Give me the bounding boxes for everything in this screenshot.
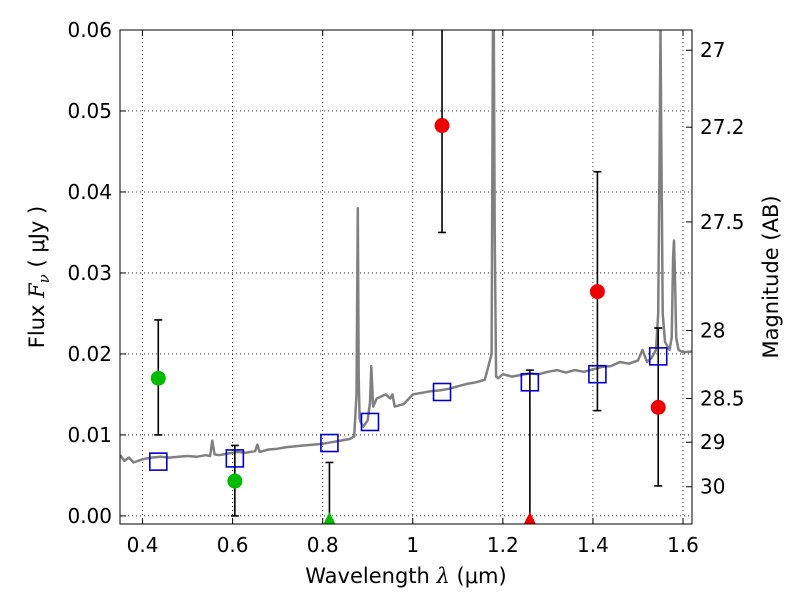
model-flux-square bbox=[148, 452, 168, 471]
y-axis-label: Flux Fν ( μJy ) bbox=[25, 206, 53, 348]
model-flux-square bbox=[588, 364, 607, 384]
x-tick-label: 1 bbox=[406, 533, 419, 557]
y2-tick-label: 28 bbox=[700, 318, 725, 342]
model-flux-square bbox=[432, 382, 452, 402]
y2-tick-label: 29 bbox=[700, 430, 725, 454]
y-tick-label: 0.03 bbox=[67, 261, 112, 285]
y2-tick-label: 27.5 bbox=[700, 210, 745, 234]
y-tick-label: 0.04 bbox=[67, 180, 112, 204]
y2-axis-label: Magnitude (AB) bbox=[759, 195, 783, 358]
x-tick-label: 0.8 bbox=[307, 533, 339, 557]
green-upper-limit-marker bbox=[323, 511, 336, 524]
y-tick-label: 0.02 bbox=[67, 342, 112, 366]
model-flux-square bbox=[225, 449, 245, 468]
x-tick-label: 1.2 bbox=[487, 533, 519, 557]
y-tick-label: 0.01 bbox=[67, 423, 112, 447]
red-data-point bbox=[434, 118, 450, 134]
green-data-point bbox=[227, 473, 243, 489]
x-axis-ticks: 0.4 0.6 0.8 1 1.2 1.4 1.6 bbox=[127, 30, 699, 557]
y2-tick-label: 27 bbox=[700, 38, 725, 62]
y-tick-label: 0.05 bbox=[67, 99, 112, 123]
plot-frame bbox=[119, 29, 693, 525]
y2-tick-label: 30 bbox=[700, 475, 725, 499]
x-tick-label: 0.4 bbox=[127, 533, 159, 557]
model-flux-square bbox=[648, 347, 668, 366]
model-flux-square bbox=[320, 433, 339, 453]
y-axis-ticks: 0.00 0.01 0.02 0.03 0.04 0.05 0.06 bbox=[67, 18, 126, 528]
green-data-point bbox=[150, 370, 166, 386]
y-tick-label: 0.06 bbox=[67, 18, 112, 42]
model-flux-square bbox=[520, 372, 540, 392]
red-upper-limit-marker bbox=[523, 511, 536, 524]
model-flux-square bbox=[360, 412, 380, 432]
y2-tick-label: 28.5 bbox=[700, 386, 745, 410]
y2-tick-label: 27.2 bbox=[700, 115, 745, 139]
red-data-point bbox=[650, 399, 666, 415]
data-points-layer bbox=[148, 30, 668, 524]
y2-axis-ticks: 27 27.2 27.5 28 28.5 29 30 bbox=[686, 38, 745, 499]
red-data-point bbox=[589, 284, 605, 300]
x-tick-label: 0.6 bbox=[217, 533, 249, 557]
x-axis-label: Wavelength λ (μm) bbox=[305, 564, 506, 588]
x-tick-label: 1.4 bbox=[577, 533, 609, 557]
x-tick-label: 1.6 bbox=[667, 533, 699, 557]
y-tick-label: 0.00 bbox=[67, 504, 112, 528]
